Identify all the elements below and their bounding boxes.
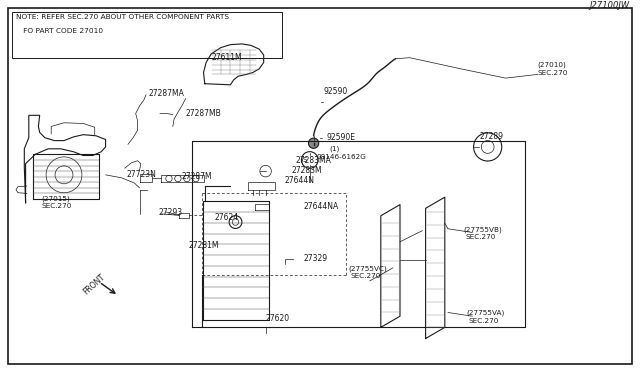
Text: FO PART CODE 27010: FO PART CODE 27010 [16,28,103,34]
Text: 92590: 92590 [323,87,348,96]
Text: 27329: 27329 [304,254,328,263]
Circle shape [308,138,319,148]
Text: 08146-6162G: 08146-6162G [316,154,366,160]
Text: FRONT: FRONT [82,273,108,296]
Text: 27289: 27289 [480,132,504,141]
Text: (27755VC): (27755VC) [348,265,387,272]
Text: 27287MB: 27287MB [186,109,221,118]
Text: 27723N: 27723N [127,170,157,179]
Text: 27644N: 27644N [285,176,315,185]
Text: SEC.270: SEC.270 [538,70,568,76]
Text: (27755VB): (27755VB) [463,227,502,233]
Text: SEC.270: SEC.270 [468,318,499,324]
Text: 27281M: 27281M [189,241,220,250]
Text: 92590E: 92590E [326,133,355,142]
Text: SEC.270: SEC.270 [466,234,496,240]
Text: 27287MA: 27287MA [148,89,184,98]
Text: SEC.270: SEC.270 [351,273,381,279]
Text: 27283M: 27283M [291,166,322,175]
Text: 27287M: 27287M [181,172,212,181]
Text: J27100JW: J27100JW [590,1,630,10]
Text: NOTE: REFER SEC.270 ABOUT OTHER COMPONENT PARTS: NOTE: REFER SEC.270 ABOUT OTHER COMPONEN… [16,14,229,20]
Text: S: S [303,157,307,163]
Text: 27283MA: 27283MA [296,156,332,165]
Text: (27010): (27010) [538,62,566,68]
Text: 27293: 27293 [159,208,183,217]
Text: 27620: 27620 [266,314,290,323]
Text: 27611M: 27611M [211,53,242,62]
Text: 27644NA: 27644NA [304,202,339,211]
Bar [12,12,282,58]
Text: (27755VA): (27755VA) [466,310,504,317]
Text: SEC.270: SEC.270 [42,203,72,209]
Text: (27015): (27015) [42,196,70,202]
Text: (1): (1) [330,145,340,152]
Text: 27624: 27624 [214,213,239,222]
